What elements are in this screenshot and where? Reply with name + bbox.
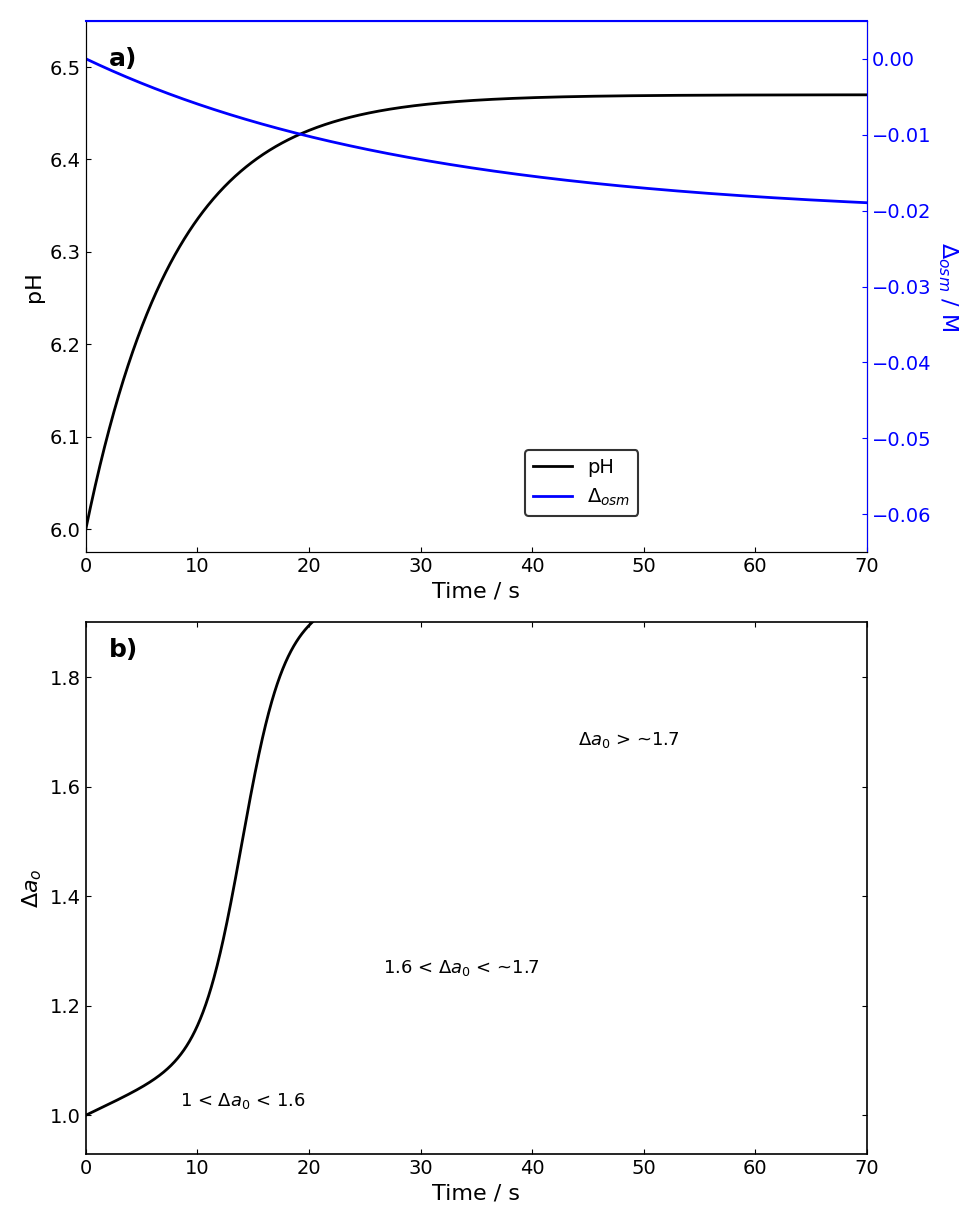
Y-axis label: $\Delta_{osm}$ / M: $\Delta_{osm}$ / M (936, 242, 959, 332)
X-axis label: Time / s: Time / s (432, 581, 520, 601)
X-axis label: Time / s: Time / s (432, 1184, 520, 1203)
Legend: pH, $\Delta_{osm}$: pH, $\Delta_{osm}$ (525, 450, 639, 515)
Text: 1.6 < $\Delta a_0$ < ~1.7: 1.6 < $\Delta a_0$ < ~1.7 (382, 958, 539, 978)
Text: 1 < $\Delta a_0$ < 1.6: 1 < $\Delta a_0$ < 1.6 (179, 1092, 306, 1111)
Text: b): b) (110, 639, 138, 662)
Text: a): a) (110, 48, 137, 71)
Y-axis label: $\Delta a_o$: $\Delta a_o$ (21, 868, 44, 908)
Y-axis label: pH: pH (24, 272, 44, 302)
Text: $\Delta a_0$ > ~1.7: $\Delta a_0$ > ~1.7 (578, 730, 679, 750)
